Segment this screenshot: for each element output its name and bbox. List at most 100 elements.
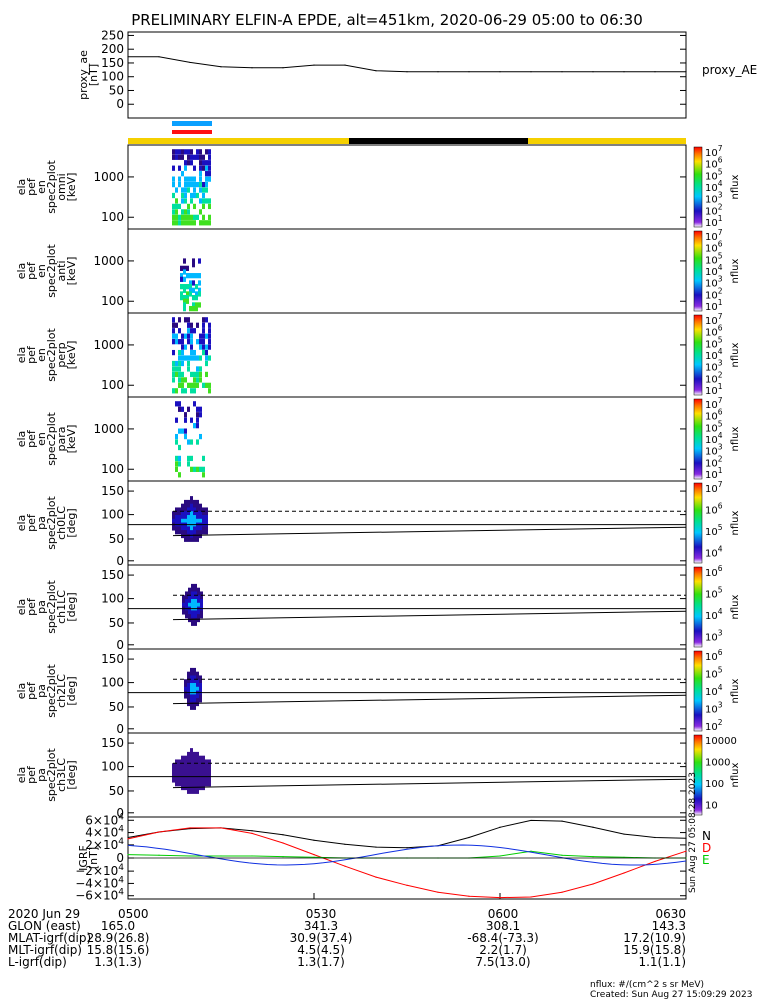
spectrogram-pixel	[175, 439, 178, 445]
spectrogram-pixel	[193, 176, 196, 182]
colorbar-tick-label: 107	[705, 312, 723, 327]
igrf-line-E-point	[220, 855, 222, 857]
pitch-angle-pixel	[172, 518, 175, 523]
ylabel-line: proxy_ae	[77, 50, 90, 100]
pitch-angle-pixel	[185, 602, 188, 607]
pitch-angle-pixel	[196, 530, 199, 535]
spectrogram-pixel	[205, 176, 208, 182]
spectrogram-pixel	[184, 176, 187, 182]
spectrogram-pixel	[202, 203, 205, 210]
colorbar-tick-label: 100	[705, 779, 724, 790]
spectrogram-pixel	[208, 220, 211, 226]
spectrogram-pixel	[205, 344, 208, 350]
pitch-angle-pixel	[182, 595, 185, 600]
spectrogram-pixel	[193, 401, 196, 407]
pitch-angle-pixel	[197, 614, 200, 619]
pitch-angle-pixel	[181, 518, 184, 523]
pitch-angle-pixel	[185, 591, 188, 596]
igrf-line-N-point	[623, 833, 625, 835]
spectrogram-pixel	[190, 322, 193, 328]
pitch-angle-pixel	[187, 499, 190, 505]
igrf-line-N-point	[530, 819, 532, 822]
igrf-line-E-point	[251, 855, 253, 857]
spectrogram-pixel	[187, 209, 190, 215]
spectrogram-pixel	[178, 472, 181, 478]
spectrogram-pixel	[205, 198, 208, 204]
panel-frame	[127, 396, 687, 482]
pitch-angle-pixel	[196, 789, 199, 794]
pitch-angle-pixel	[197, 599, 200, 604]
ylabel-line: en	[35, 264, 48, 278]
pitch-angle-pixel	[184, 759, 187, 764]
spectrogram-pixel	[193, 466, 196, 472]
spectrogram-pixel	[183, 295, 186, 301]
loss-cone-line	[172, 610, 687, 621]
spectrogram-pixel	[187, 406, 190, 412]
spectrogram-pixel	[205, 371, 208, 378]
ylabel-line: ch3LC	[55, 758, 68, 792]
spectrogram-pixel	[199, 377, 202, 383]
ylabel-line: ch1LC	[55, 590, 68, 624]
spectrogram-pixel	[208, 328, 211, 334]
pitch-angle-pixel	[196, 759, 199, 764]
spectrogram-pixel	[193, 165, 196, 171]
ylabel-line: spec2plot	[45, 328, 58, 382]
ytick-label: 0	[116, 554, 124, 568]
ytick-label: 150	[101, 652, 124, 666]
spectrogram-pixel	[178, 355, 181, 361]
units-note: nflux: #/(cm^2 s sr MeV)	[590, 980, 704, 990]
spectrogram-pixel	[196, 322, 199, 328]
spectrogram-pixel	[199, 355, 202, 361]
ytick-label: 100	[101, 462, 124, 476]
ylabel-line: ela	[15, 179, 28, 196]
pitch-angle-pixel	[175, 530, 178, 535]
spectrogram-pixel	[187, 439, 190, 445]
spectrogram-pixel	[199, 171, 202, 177]
pitch-angle-pixel	[187, 698, 190, 703]
spectrogram-pixel	[178, 317, 181, 323]
loss-cone-line	[172, 778, 687, 789]
pitch-angle-pixel	[187, 533, 190, 539]
spectrogram-pixel	[178, 371, 181, 378]
spectrogram-pixel	[187, 154, 190, 160]
pitch-angle-pixel	[187, 507, 190, 512]
spectrogram-pixel	[196, 466, 199, 472]
colorbar-tick-label: 104	[705, 263, 723, 278]
spectrogram-pixel	[205, 333, 208, 339]
ylabel-line: IGRF	[77, 845, 90, 871]
pitch-angle-pixel	[196, 751, 199, 757]
colorbar-label: nflux	[730, 594, 741, 619]
colorbar-tick-label: 103	[705, 628, 723, 643]
footer-cell: 0500	[118, 907, 149, 921]
spectrogram-pixel	[172, 203, 175, 210]
pitch-angle-pixel	[200, 602, 203, 607]
spectrogram-pixel	[186, 284, 189, 290]
colorbar	[693, 398, 703, 480]
pitch-angle-pixel	[197, 587, 200, 592]
pitch-angle-pixel	[208, 759, 211, 764]
footer-cell: 17.2(10.9)	[623, 931, 686, 945]
colorbar-tick-label: 104	[705, 431, 723, 446]
pitch-angle-pixel	[187, 778, 190, 783]
spectrogram-pixel	[175, 433, 178, 440]
spectrogram-pixel	[190, 176, 193, 182]
spectrogram-pixel	[199, 366, 202, 372]
pitch-angle-pixel	[190, 785, 193, 791]
igrf-line-E-point	[127, 853, 129, 856]
spectrogram-pixel	[178, 377, 181, 383]
pitch-angle-pixel	[202, 755, 205, 760]
spectrogram-pixel	[193, 187, 196, 193]
ytick-label: −4×104	[75, 875, 124, 890]
colorbar-tick-label: 102	[705, 202, 723, 217]
pitch-angle-pixel	[202, 518, 205, 523]
proxy-ae-line-proxy_AE-point	[561, 71, 563, 73]
pitch-angle-pixel	[193, 698, 196, 703]
pitch-angle-pixel	[181, 785, 184, 791]
spectrogram-pixel	[196, 417, 199, 423]
legend-E: E	[702, 853, 710, 867]
footer-cell: 28.9(26.8)	[87, 931, 150, 945]
ytick-label: 4×104	[85, 825, 124, 840]
pitch-angle-pixel	[202, 785, 205, 791]
spectrogram-pixel	[190, 220, 193, 226]
